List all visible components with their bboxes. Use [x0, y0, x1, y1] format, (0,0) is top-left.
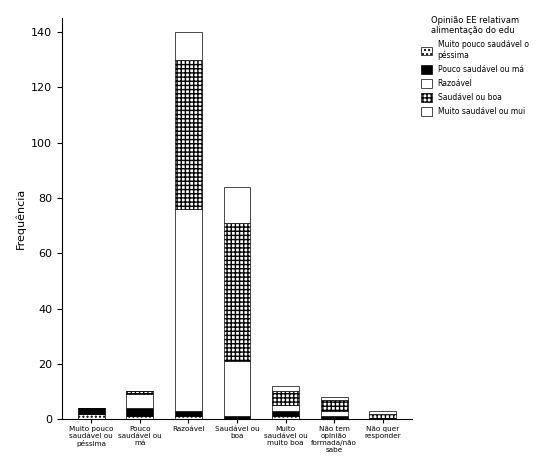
Bar — [321, 400, 348, 411]
Bar — [321, 417, 348, 419]
Bar — [224, 223, 251, 361]
Bar — [175, 209, 202, 411]
Bar — [370, 414, 396, 419]
Bar — [272, 391, 299, 405]
Bar — [175, 417, 202, 419]
Bar — [175, 60, 202, 209]
Bar — [127, 417, 153, 419]
Bar — [272, 405, 299, 411]
Y-axis label: Frequência: Frequência — [15, 188, 26, 249]
Bar — [175, 411, 202, 417]
Bar — [224, 187, 251, 223]
Bar — [224, 417, 251, 419]
Bar — [224, 361, 251, 417]
Legend: Muito pouco saudável o
péssima, Pouco saudável ou má, Razoável, Saudável ou boa,: Muito pouco saudável o péssima, Pouco sa… — [419, 14, 530, 117]
Bar — [272, 411, 299, 417]
Bar — [321, 411, 348, 417]
Bar — [78, 414, 104, 419]
Bar — [175, 32, 202, 60]
Bar — [370, 411, 396, 414]
Bar — [272, 386, 299, 391]
Bar — [127, 394, 153, 408]
Bar — [78, 408, 104, 414]
Bar — [272, 417, 299, 419]
Bar — [321, 397, 348, 400]
Bar — [127, 391, 153, 394]
Bar — [127, 408, 153, 417]
